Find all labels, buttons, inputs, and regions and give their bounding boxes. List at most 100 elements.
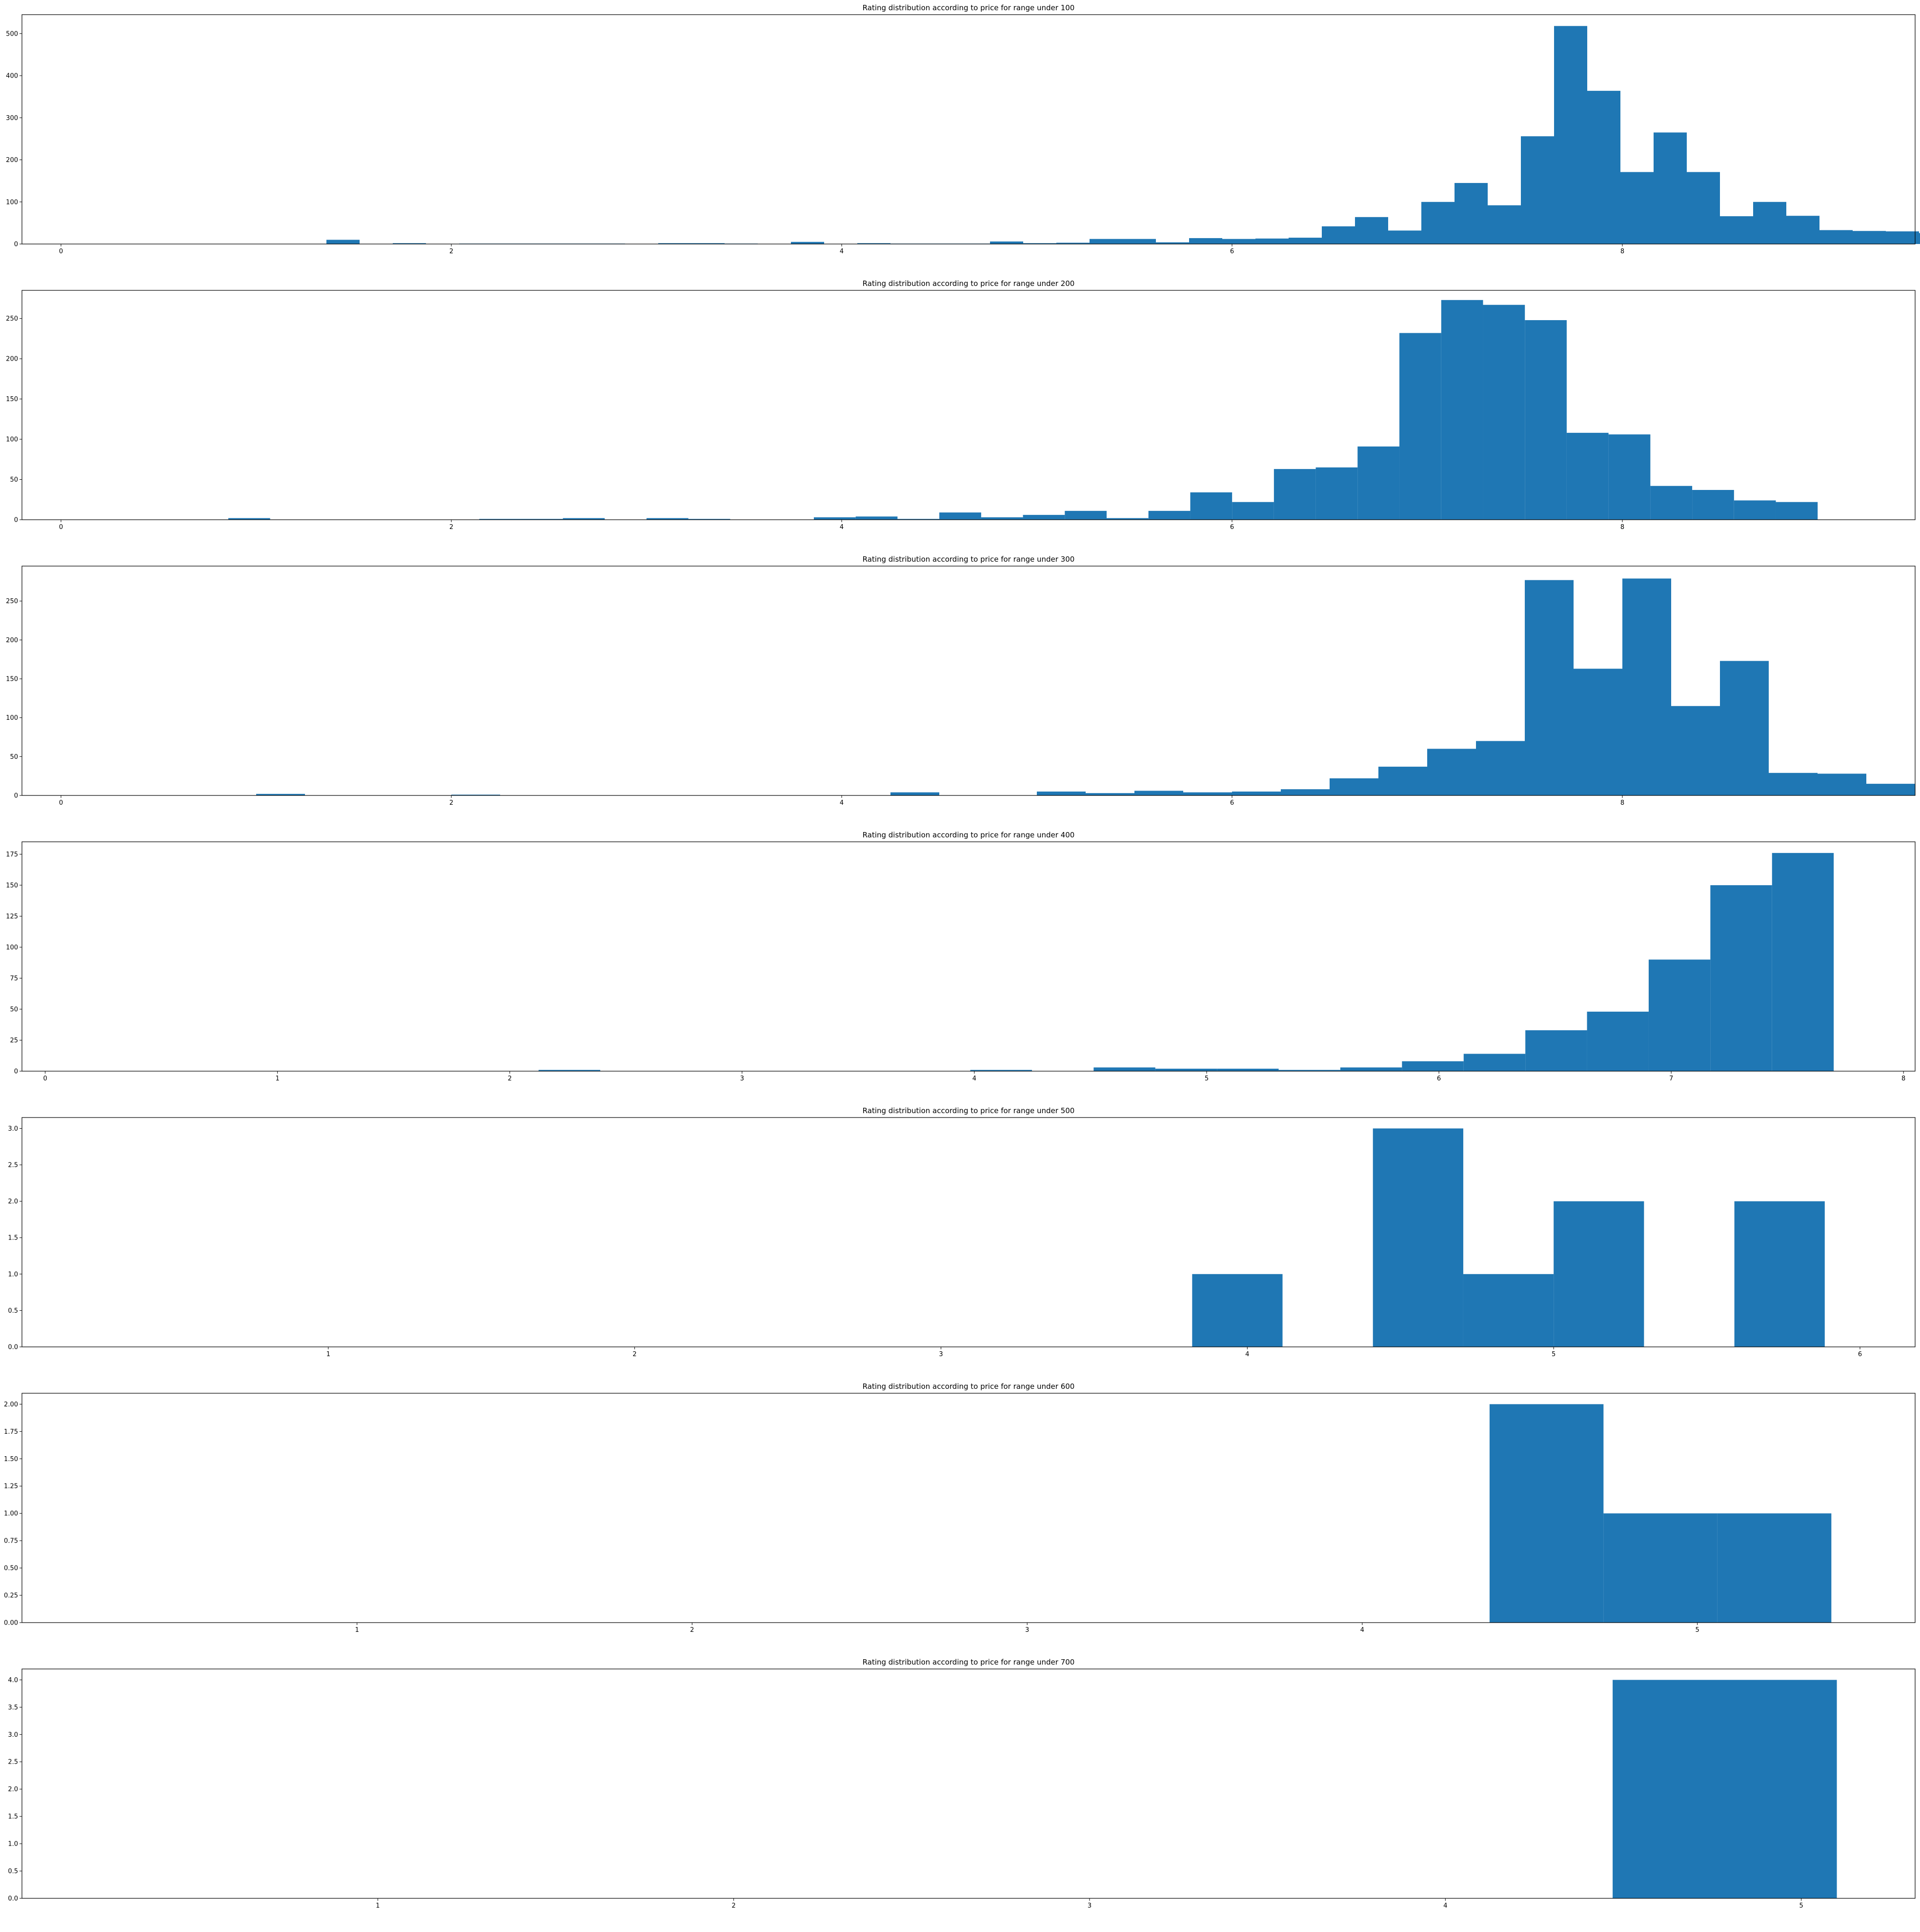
y-tick-label: 200 [6,356,18,363]
bars [1192,1128,1825,1347]
histogram-bar [256,793,305,795]
axes-frame [21,566,1916,796]
y-tick-label: 50 [10,753,18,761]
histogram-bar [1273,469,1316,520]
histogram-bar [939,512,981,520]
histogram-panel: Rating distribution according to price f… [0,1654,1920,1930]
histogram-panel: Rating distribution according to price f… [0,551,1920,827]
histogram-bar [1340,1067,1402,1071]
histogram-bar [1488,205,1521,244]
histogram-bar [1463,1054,1526,1071]
y-tick-label: 250 [6,598,18,605]
histogram-svg: Rating distribution according to price f… [6,279,1916,531]
histogram-bar [1134,791,1183,795]
x-tick-label: 2 [508,1075,512,1082]
histogram-bar [1613,1680,1837,1898]
x-tick-label: 5 [1552,1351,1556,1358]
histogram-bar [1322,226,1355,244]
bars [538,853,1834,1071]
histogram-bar [1671,706,1720,795]
histogram-svg: Rating distribution according to price f… [8,1658,1916,1910]
histogram-bar [813,517,856,520]
y-tick-label: 1.5 [8,1235,18,1242]
y-tick-label: 2.0 [8,1198,18,1205]
histogram-bar [990,241,1023,244]
x-tick-label: 6 [1437,1075,1441,1082]
chart-title: Rating distribution according to price f… [863,3,1075,12]
histogram-bar [1866,784,1915,795]
x-tick-label: 8 [1620,248,1624,255]
axes-frame [21,1668,1916,1899]
histogram-bar [1056,243,1090,244]
x-tick-label: 3 [1025,1627,1029,1634]
y-tick-label: 150 [6,882,18,889]
histogram-bar [1441,300,1483,520]
histogram-bar [228,518,270,520]
histogram-bar [1455,183,1488,244]
x-tick-label: 4 [840,524,844,531]
histogram-panel: Rating distribution according to price f… [0,1379,1920,1654]
histogram-bar [1554,1201,1644,1347]
y-tick-label: 150 [6,396,18,403]
y-tick-label: 1.00 [4,1510,18,1518]
histogram-bar [1521,136,1554,244]
y-tick-label: 250 [6,315,18,323]
x-tick-label: 4 [840,248,844,255]
histogram-bar [1315,467,1358,520]
histogram-bar [1720,216,1753,244]
histogram-bar [1255,238,1289,244]
histogram-bar [1183,792,1232,795]
histogram-bar [1886,231,1919,244]
x-tick-label: 6 [1230,799,1234,807]
x-tick-label: 0 [59,248,63,255]
histogram-bar [658,243,691,244]
x-tick-label: 6 [1230,524,1234,531]
histogram-bar [1919,233,1920,244]
histogram-svg: Rating distribution according to price f… [6,831,1916,1082]
histogram-bar [1734,500,1776,520]
y-tick-label: 0.25 [4,1592,18,1600]
histogram-bar [1622,578,1671,795]
histogram-bar [857,243,890,244]
x-tick-label: 2 [732,1902,736,1910]
y-tick-label: 25 [10,1037,18,1044]
y-tick-label: 1.5 [8,1813,18,1821]
x-tick-label: 2 [449,248,453,255]
x-tick-label: 2 [449,524,453,531]
axes-frame [21,841,1916,1072]
bars [1613,1680,1837,1898]
histogram-bar [563,518,605,520]
histogram-bar [1378,767,1427,795]
histogram-bar [521,519,563,520]
y-tick-label: 1.0 [8,1271,18,1278]
histogram-bar [1107,518,1149,520]
chart-title: Rating distribution according to price f… [863,1382,1075,1391]
y-tick-label: 2.00 [4,1401,18,1408]
histogram-bar [538,1070,601,1071]
histogram-bar [1574,669,1622,795]
x-tick-label: 2 [633,1351,637,1358]
histogram-panel: Rating distribution according to price f… [0,276,1920,551]
histogram-panel: Rating distribution according to price f… [0,827,1920,1103]
axes-frame [21,1117,1916,1347]
histogram-bar [1289,238,1322,244]
y-tick-label: 1.50 [4,1456,18,1463]
x-tick-label: 4 [1360,1627,1364,1634]
y-tick-label: 0 [14,241,18,248]
chart-title: Rating distribution according to price f… [863,279,1075,288]
y-tick-label: 0.75 [4,1538,18,1545]
x-tick-label: 4 [840,799,844,807]
histogram-svg: Rating distribution according to price f… [4,1382,1916,1634]
histogram-bar [1734,1201,1825,1347]
y-tick-label: 300 [6,115,18,122]
histogram-bar [393,243,426,244]
histogram-bar [1355,217,1388,244]
x-tick-label: 8 [1620,524,1624,531]
y-tick-label: 200 [6,157,18,164]
histogram-bar [1090,239,1123,244]
histogram-bar [855,516,898,520]
y-tick-label: 400 [6,73,18,80]
x-tick-label: 1 [326,1351,330,1358]
histogram-panel: Rating distribution according to price f… [0,0,1920,276]
y-tick-label: 1.25 [4,1483,18,1490]
